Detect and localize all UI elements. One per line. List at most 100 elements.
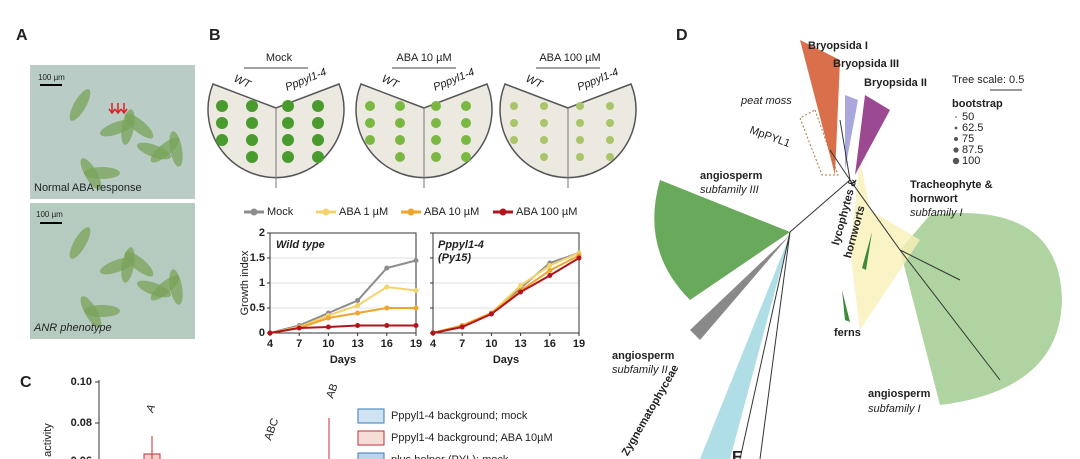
colony [365, 135, 375, 145]
legend-label: plus helper (PYL); mock [391, 454, 509, 459]
colony [216, 117, 228, 129]
clade-fan [845, 95, 858, 170]
colony [216, 100, 228, 112]
legend-label: ABA 1 µM [339, 206, 388, 218]
panel-label: E [732, 449, 743, 459]
panel-label: D [676, 27, 688, 44]
colony [431, 118, 441, 128]
filament [69, 227, 91, 259]
group-letter: AB [324, 382, 340, 400]
bootstrap-dot [952, 157, 960, 165]
colony [540, 153, 548, 161]
legend-swatch [357, 408, 385, 424]
point [325, 315, 331, 321]
point [547, 273, 553, 278]
clade-label: Tracheophyte & [910, 179, 993, 191]
legend-label: Pppyl1-4 background; mock [391, 410, 528, 422]
clade-fan [800, 40, 840, 175]
x-tick-label: 19 [573, 338, 585, 350]
line [432, 252, 580, 334]
point [384, 284, 390, 290]
colony [461, 135, 471, 145]
colony [282, 117, 294, 129]
colony [282, 134, 294, 146]
clade-label: subfamily I [910, 207, 963, 219]
x-tick-label: 7 [296, 338, 302, 350]
dish-title: ABA 100 µM [539, 52, 600, 64]
colony [510, 102, 518, 110]
point [384, 323, 390, 328]
clade-fan [855, 95, 890, 175]
bootstrap-dot [953, 147, 959, 153]
colony [395, 101, 405, 111]
colony [606, 119, 614, 127]
scale-bar: 100 µm [38, 73, 65, 82]
colony [576, 119, 584, 127]
arrow [108, 103, 116, 115]
x-axis-label: Days [330, 354, 356, 366]
x-tick-label: 4 [267, 338, 274, 350]
colony [606, 102, 614, 110]
point [413, 305, 419, 311]
colony [461, 152, 471, 162]
clade-label: subfamily I [868, 403, 921, 415]
line [432, 254, 580, 334]
group-letter: ABC [262, 417, 281, 442]
colony [216, 134, 228, 146]
x-tick-label: 7 [459, 338, 465, 350]
filament [69, 89, 91, 121]
point [384, 265, 390, 271]
line [269, 324, 416, 334]
legend-title: bootstrap [952, 98, 1003, 110]
clade-fan [850, 160, 920, 330]
clade-label: angiosperm [700, 170, 763, 182]
dish-title: ABA 10 µM [396, 52, 451, 64]
legend-label: 87.5 [962, 144, 983, 156]
filament [124, 251, 154, 277]
x-tick-label: 10 [485, 338, 497, 350]
legend-label: ABA 10 µM [424, 206, 479, 218]
clade-label: subfamily II [612, 364, 668, 376]
clade-fan [842, 290, 850, 322]
chart-title: Wild type [276, 239, 325, 251]
clade-label: MpPYL1 [748, 124, 792, 150]
y-tick-label: 0.08 [71, 417, 92, 429]
clade-label: peat moss [740, 95, 792, 107]
point [547, 263, 553, 268]
group-letter: A [144, 403, 158, 415]
colony [540, 102, 548, 110]
colony [606, 136, 614, 144]
colony [431, 101, 441, 111]
point [355, 323, 361, 328]
colony [510, 136, 518, 144]
point [384, 305, 390, 311]
y-axis-label: activity [42, 423, 54, 457]
colony [395, 135, 405, 145]
clade-label: subfamily III [700, 184, 759, 196]
clade-fan [900, 213, 1062, 405]
clade-label: hornwort [910, 193, 958, 205]
colony [510, 119, 518, 127]
filament [169, 269, 183, 305]
filament [84, 167, 120, 179]
legend-label: 100 [962, 155, 980, 167]
legend-label: ABA 100 µM [516, 206, 577, 218]
bootstrap-dot [954, 126, 958, 130]
colony [246, 134, 258, 146]
y-tick-label: 0.5 [250, 302, 265, 314]
colony [282, 100, 294, 112]
x-tick-label: 4 [430, 338, 437, 350]
arrow [114, 103, 122, 115]
point [355, 303, 361, 308]
caption: Normal ABA response [34, 182, 142, 194]
colony [365, 118, 375, 128]
point [413, 258, 419, 263]
colony [246, 151, 258, 163]
colony [312, 134, 324, 146]
genotype-label: Pppyl1-4 [432, 66, 477, 93]
point [488, 311, 494, 317]
panel-label: A [16, 27, 28, 44]
point [355, 310, 361, 316]
scale-bar: 100 µm [36, 210, 63, 219]
caption: ANR phenotype [33, 322, 112, 334]
